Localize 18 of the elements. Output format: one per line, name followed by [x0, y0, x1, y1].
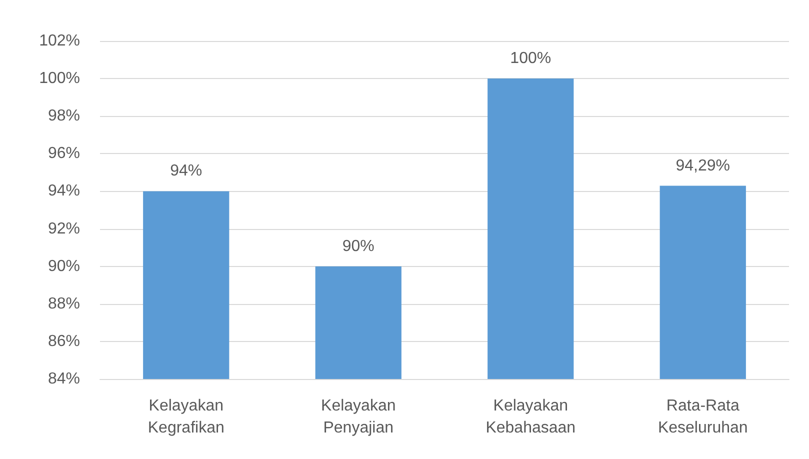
x-tick-label: Kelayakan Kegrafikan	[148, 398, 224, 436]
y-tick-label: 94%	[48, 182, 80, 200]
y-tick-label: 98%	[48, 108, 80, 125]
y-tick-label: 92%	[48, 220, 80, 238]
data-label: 100%	[510, 50, 552, 68]
y-tick-label: 90%	[48, 258, 80, 275]
data-label: 94%	[170, 162, 202, 180]
data-label: 94,29%	[676, 157, 730, 174]
data-label: 90%	[342, 238, 374, 255]
y-tick-label: 100%	[39, 70, 80, 88]
y-tick-label: 88%	[48, 295, 80, 312]
x-tick-label: Kelayakan Penyajian	[321, 398, 396, 436]
y-tick-label: 86%	[48, 332, 80, 350]
y-tick-label: 96%	[48, 145, 80, 162]
y-tick-label: 84%	[48, 370, 80, 388]
y-tick-label: 102%	[39, 32, 80, 50]
x-tick-label: Rata-Rata Keseluruhan	[658, 398, 748, 436]
x-tick-label: Kelayakan Kebahasaan	[486, 398, 576, 436]
